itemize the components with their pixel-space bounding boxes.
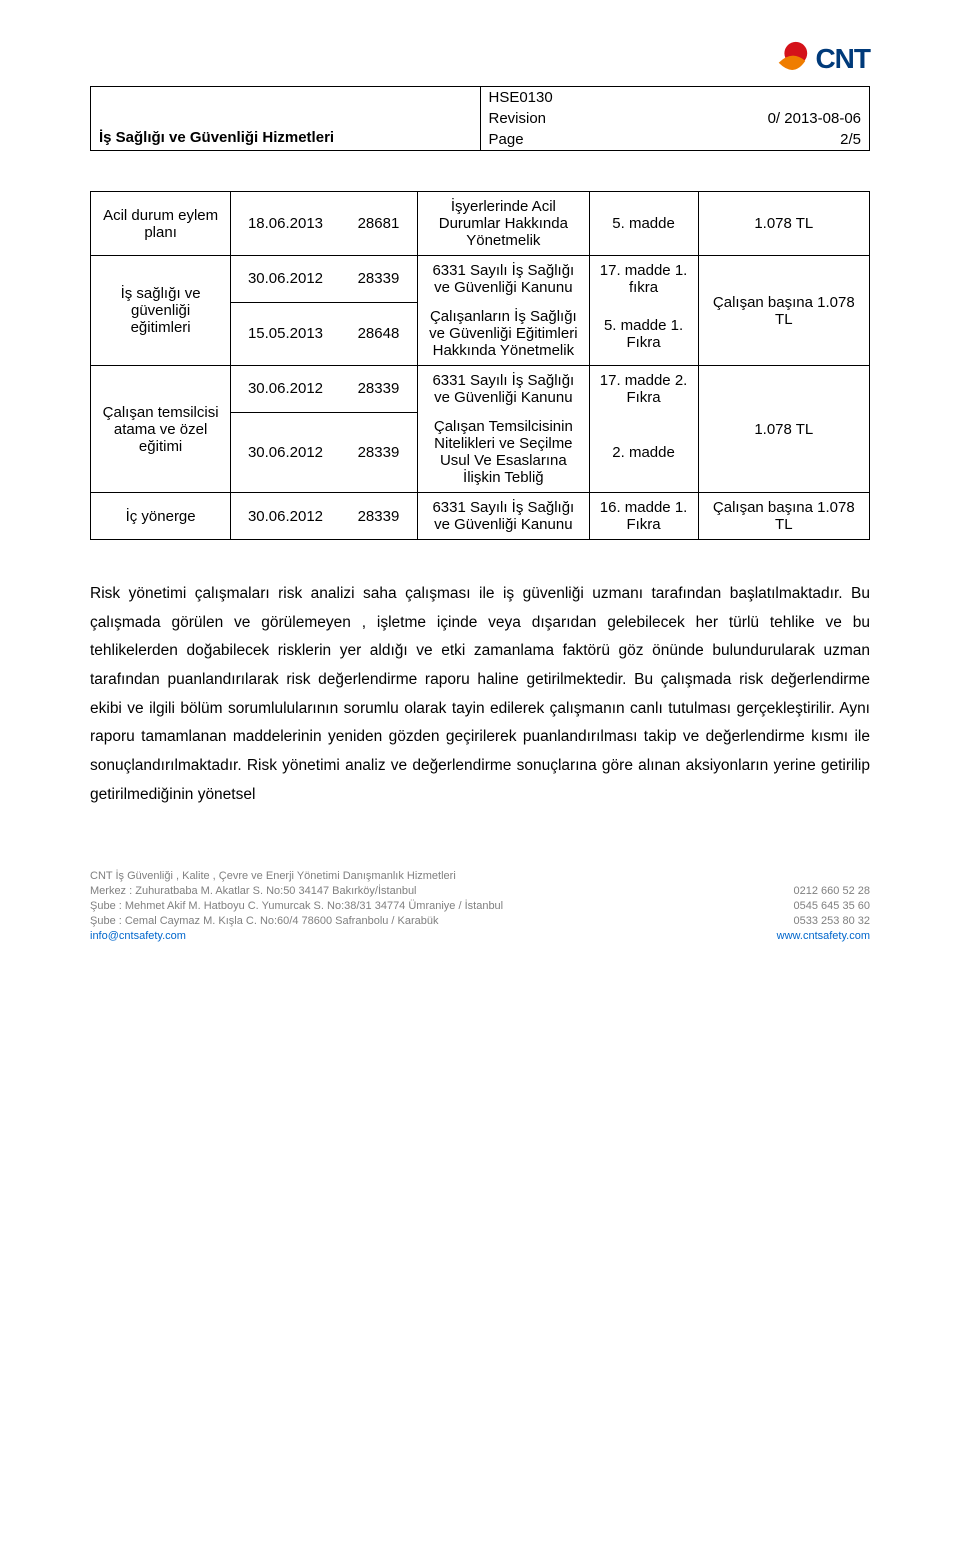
cell-article: 5. madde 1. Fıkra bbox=[589, 302, 698, 366]
cell-regulation: Çalışanların İş Sağlığı ve Güvenliği Eği… bbox=[418, 302, 589, 366]
footer-phone: 0212 660 52 28 bbox=[794, 884, 870, 899]
table-row: İş sağlığı ve güvenliği eğitimleri 30.06… bbox=[91, 256, 870, 303]
cell-article: 5. madde bbox=[589, 192, 698, 256]
footer-phone: 0545 645 35 60 bbox=[794, 899, 870, 914]
cell-date: 30.06.2012 bbox=[231, 412, 340, 493]
body-paragraph: Risk yönetimi çalışmaları risk analizi s… bbox=[90, 580, 870, 809]
footer-address-branch2: Şube : Cemal Caymaz M. Kışla C. No:60/4 … bbox=[90, 914, 439, 929]
cell-date: 18.06.2013 bbox=[231, 192, 340, 256]
page-value: 2/5 bbox=[840, 131, 861, 148]
doc-page: Page 2/5 bbox=[480, 129, 870, 151]
footer-website: www.cntsafety.com bbox=[777, 929, 870, 944]
cell-gazette: 28648 bbox=[340, 302, 418, 366]
footer-address-branch1: Şube : Mehmet Akif M. Hatboyu C. Yumurca… bbox=[90, 899, 503, 914]
cell-fine: Çalışan başına 1.078 TL bbox=[698, 256, 869, 366]
cell-gazette: 28339 bbox=[340, 412, 418, 493]
cell-fine: 1.078 TL bbox=[698, 192, 869, 256]
regulation-table: Acil durum eylem planı 18.06.2013 28681 … bbox=[90, 191, 870, 540]
footer-email: info@cntsafety.com bbox=[90, 929, 186, 944]
cell-fine: 1.078 TL bbox=[698, 366, 869, 493]
document-page: CNT İş Sağlığı ve Güvenliği Hizmetleri H… bbox=[0, 0, 960, 1004]
cell-topic: Acil durum eylem planı bbox=[91, 192, 231, 256]
logo-row: CNT bbox=[90, 40, 870, 78]
cell-date: 30.06.2012 bbox=[231, 256, 340, 303]
table-row: Çalışan temsilcisi atama ve özel eğitimi… bbox=[91, 366, 870, 413]
doc-title: İş Sağlığı ve Güvenliği Hizmetleri bbox=[91, 87, 481, 151]
revision-value: 0/ 2013-08-06 bbox=[768, 110, 861, 127]
cell-topic: İç yönerge bbox=[91, 493, 231, 540]
cell-fine: Çalışan başına 1.078 TL bbox=[698, 493, 869, 540]
footer-address-hq: Merkez : Zuhuratbaba M. Akatlar S. No:50… bbox=[90, 884, 417, 899]
cell-article: 17. madde 2. Fıkra bbox=[589, 366, 698, 413]
footer-phone: 0533 253 80 32 bbox=[794, 914, 870, 929]
cell-date: 30.06.2012 bbox=[231, 366, 340, 413]
cell-article: 2. madde bbox=[589, 412, 698, 493]
footer-company: CNT İş Güvenliği , Kalite , Çevre ve Ene… bbox=[90, 869, 870, 884]
doc-number-value: HSE0130 bbox=[489, 89, 553, 106]
cell-topic: İş sağlığı ve güvenliği eğitimleri bbox=[91, 256, 231, 366]
cell-gazette: 28339 bbox=[340, 256, 418, 303]
cell-article: 17. madde 1. fıkra bbox=[589, 256, 698, 303]
cell-regulation: Çalışan Temsilcisinin Nitelikleri ve Seç… bbox=[418, 412, 589, 493]
cell-gazette: 28339 bbox=[340, 493, 418, 540]
cell-regulation: 6331 Sayılı İş Sağlığı ve Güvenliği Kanu… bbox=[418, 366, 589, 413]
logo-text: CNT bbox=[815, 43, 870, 75]
table-row: İç yönerge 30.06.2012 28339 6331 Sayılı … bbox=[91, 493, 870, 540]
doc-header-table: İş Sağlığı ve Güvenliği Hizmetleri HSE01… bbox=[90, 86, 870, 151]
cell-date: 30.06.2012 bbox=[231, 493, 340, 540]
cell-regulation: 6331 Sayılı İş Sağlığı ve Güvenliği Kanu… bbox=[418, 256, 589, 303]
table-row: Acil durum eylem planı 18.06.2013 28681 … bbox=[91, 192, 870, 256]
doc-revision: Revision 0/ 2013-08-06 bbox=[480, 108, 870, 129]
page-footer: CNT İş Güvenliği , Kalite , Çevre ve Ene… bbox=[90, 869, 870, 943]
cell-regulation: İşyerlerinde Acil Durumlar Hakkında Yöne… bbox=[418, 192, 589, 256]
doc-number: HSE0130 bbox=[480, 87, 870, 109]
revision-label: Revision bbox=[489, 110, 547, 127]
company-logo: CNT bbox=[773, 40, 870, 78]
cell-date: 15.05.2013 bbox=[231, 302, 340, 366]
cell-article: 16. madde 1. Fıkra bbox=[589, 493, 698, 540]
cell-gazette: 28681 bbox=[340, 192, 418, 256]
cell-gazette: 28339 bbox=[340, 366, 418, 413]
logo-mark-icon bbox=[773, 40, 811, 78]
page-label: Page bbox=[489, 131, 524, 148]
cell-regulation: 6331 Sayılı İş Sağlığı ve Güvenliği Kanu… bbox=[418, 493, 589, 540]
cell-topic: Çalışan temsilcisi atama ve özel eğitimi bbox=[91, 366, 231, 493]
